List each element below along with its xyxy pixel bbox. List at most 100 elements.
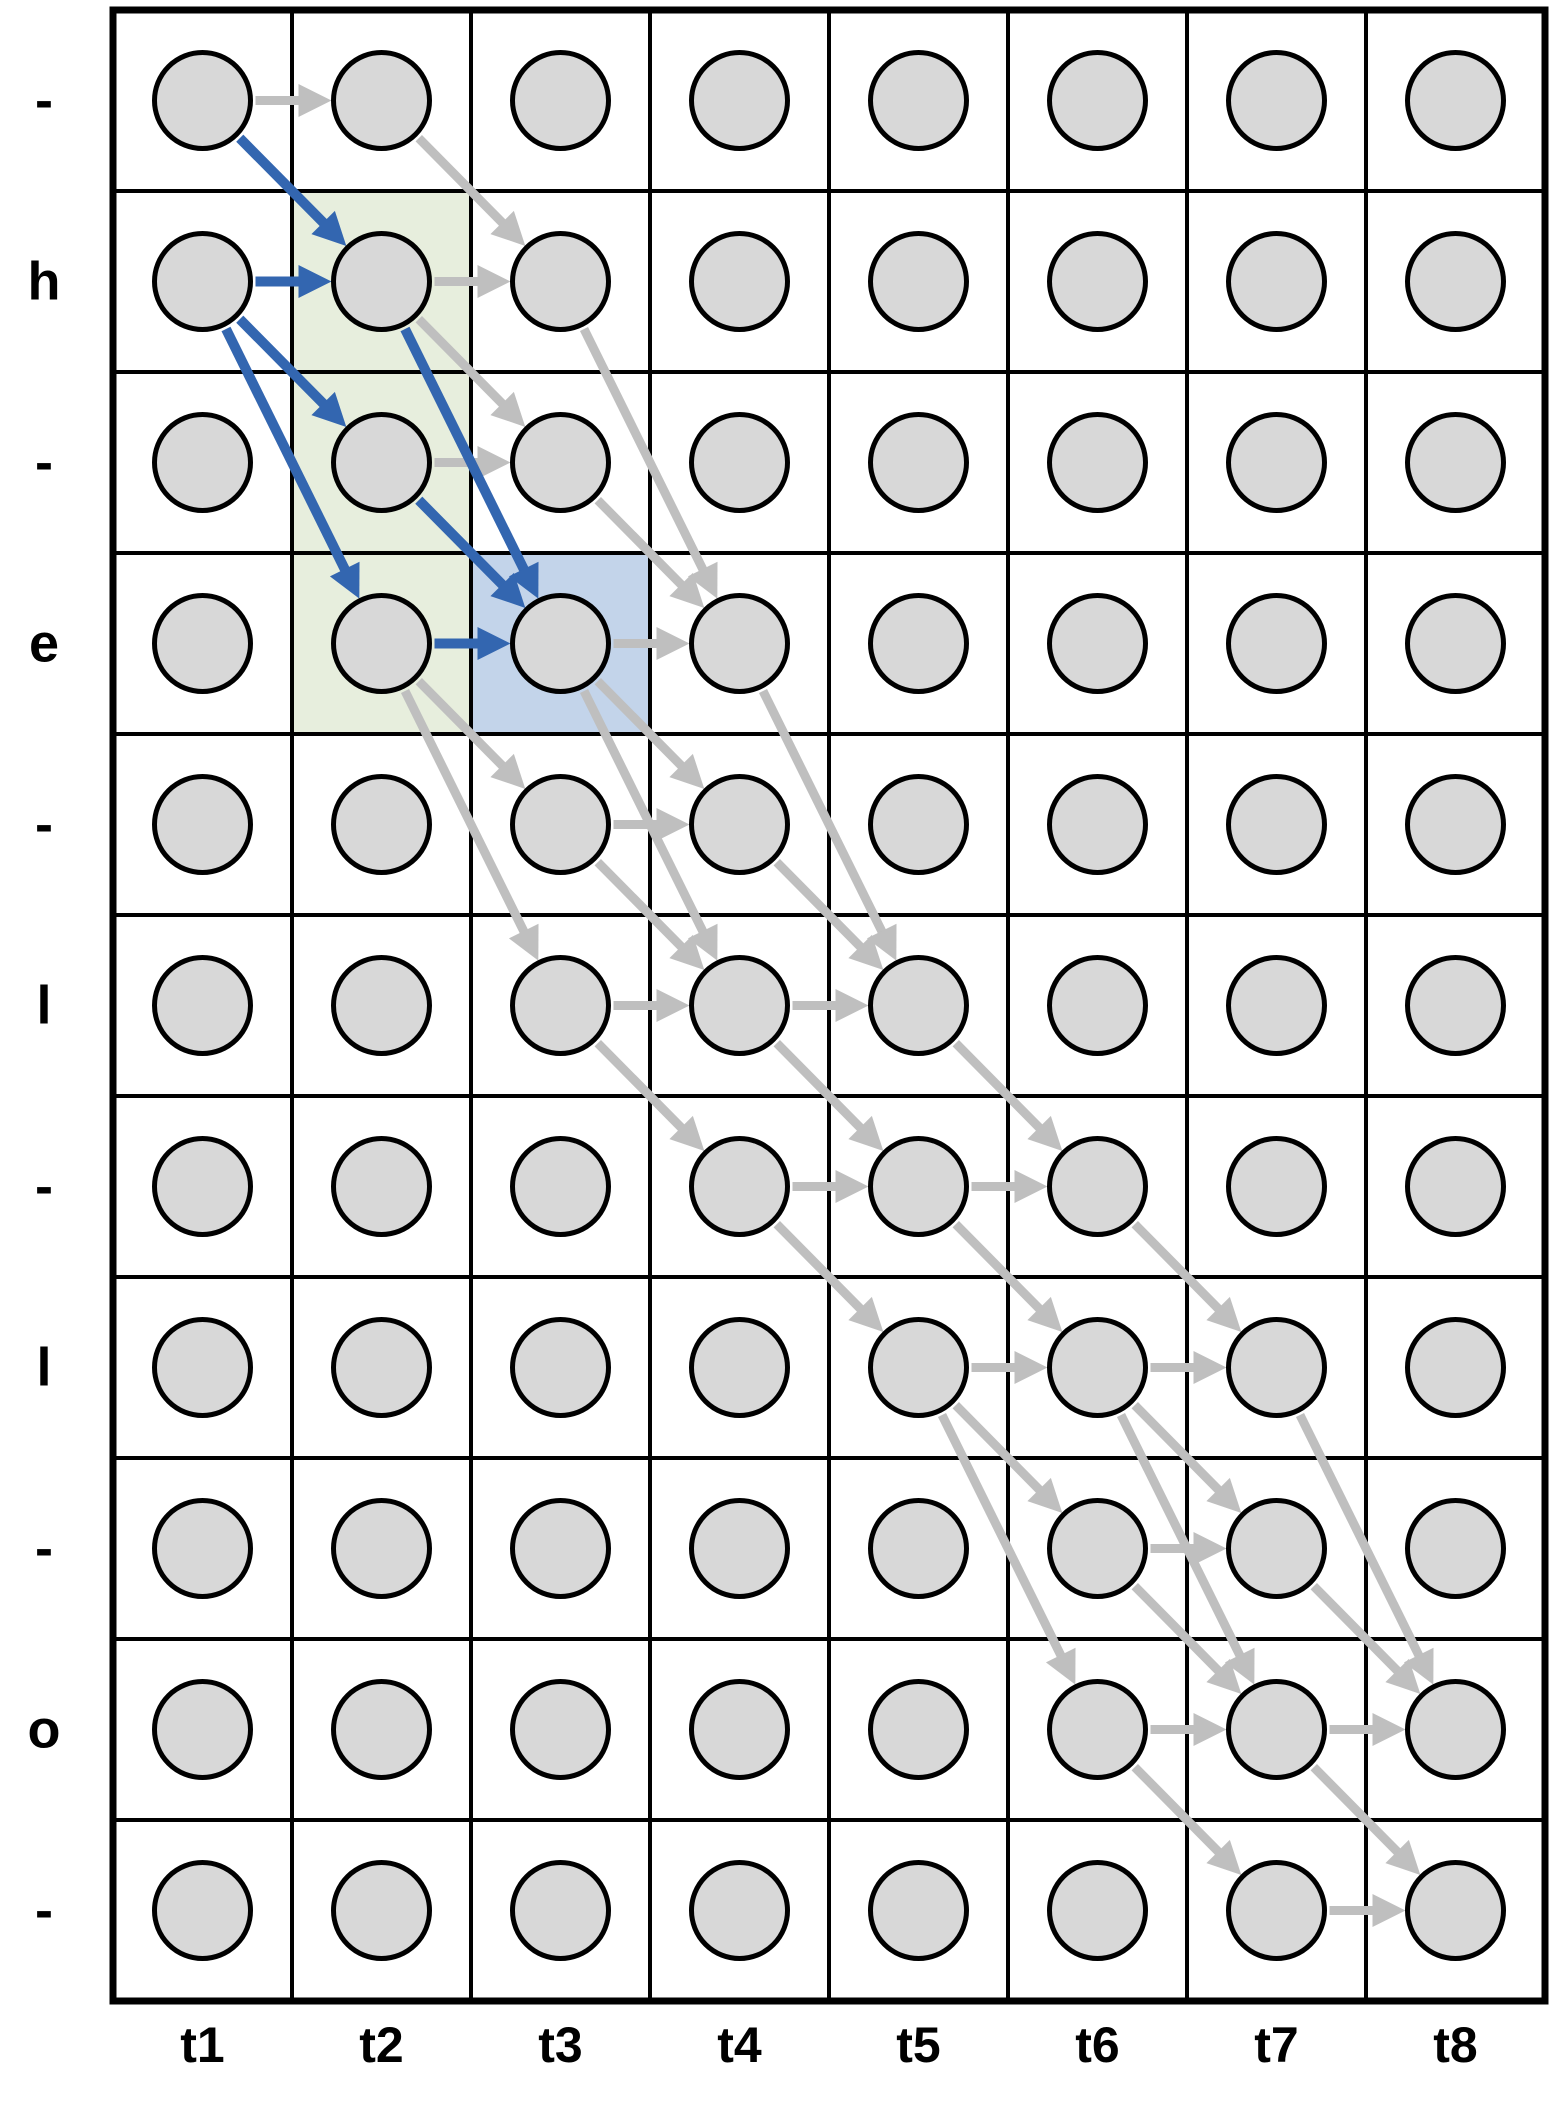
transition-arrow-gray-shaft <box>415 316 507 409</box>
lattice-node <box>510 593 611 694</box>
transition-arrow-gray-head <box>669 753 705 789</box>
lattice-node <box>1226 774 1327 875</box>
lattice-node <box>331 50 432 151</box>
transition-arrow-gray-shaft <box>952 1221 1044 1314</box>
lattice-node <box>689 774 790 875</box>
transition-arrow-gray-shaft <box>594 1040 686 1133</box>
lattice-node <box>1047 1136 1148 1237</box>
transition-arrow-gray-head <box>490 391 526 427</box>
lattice-node <box>331 593 432 694</box>
lattice-node <box>331 1136 432 1237</box>
transition-arrow-gray-shaft <box>773 1040 865 1133</box>
transition-arrow-blue-head <box>477 627 511 660</box>
lattice-node <box>868 1317 969 1418</box>
time-label: t1 <box>180 2017 224 2073</box>
transition-arrow-gray-head <box>508 923 539 961</box>
transition-arrow-gray-head <box>848 934 884 970</box>
time-label: t4 <box>717 2017 762 2073</box>
lattice-node <box>1226 955 1327 1056</box>
transition-arrow-gray-head <box>1027 1477 1063 1513</box>
row-label: o <box>28 1700 61 1760</box>
transition-arrow-gray-head <box>1372 1713 1406 1746</box>
transition-arrow-gray-shaft <box>594 678 686 771</box>
lattice-node <box>331 1679 432 1780</box>
lattice-node <box>510 774 611 875</box>
lattice-node <box>689 1498 790 1599</box>
transition-arrow-gray-head <box>687 561 718 599</box>
row-label: l <box>36 1338 51 1398</box>
transition-arrow-gray-head <box>1372 1894 1406 1927</box>
lattice-node <box>152 412 253 513</box>
time-label: t7 <box>1254 2017 1298 2073</box>
lattice-node <box>1047 593 1148 694</box>
transition-arrow-gray-shaft <box>952 1402 1044 1495</box>
transition-arrow-gray-head <box>1206 1296 1242 1332</box>
lattice-node <box>1405 412 1506 513</box>
transition-arrow-blue-head <box>311 391 347 427</box>
lattice-node <box>689 1860 790 1961</box>
transition-arrow-blue-head <box>329 561 360 599</box>
transition-arrow-gray-head <box>1014 1170 1048 1203</box>
transition-arrow-gray-shaft <box>579 327 708 573</box>
transition-arrow-gray-shaft <box>1295 1413 1424 1659</box>
transition-arrow-gray-head <box>490 753 526 789</box>
lattice-node <box>689 955 790 1056</box>
lattice-node <box>510 1136 611 1237</box>
label-layer: - h - e - l - l - o - t1 t2 t3 t4 t5 t6 t7 t8 <box>28 71 1478 2074</box>
transition-arrow-gray-head <box>835 989 869 1022</box>
transition-arrow-blue-shaft <box>415 496 508 590</box>
transition-arrow-blue-shaft <box>221 326 351 574</box>
transition-arrow-gray-shaft <box>415 135 507 228</box>
transition-arrow-gray-head <box>1403 1647 1434 1685</box>
lattice-node <box>152 955 253 1056</box>
lattice-node <box>868 1679 969 1780</box>
transition-arrow-gray-head <box>1385 1839 1421 1875</box>
transition-arrow-blue-head <box>490 572 526 608</box>
transition-arrow-gray-shaft <box>1131 1583 1223 1676</box>
time-label: t5 <box>896 2017 940 2073</box>
lattice-node <box>689 412 790 513</box>
row-label: e <box>29 614 59 674</box>
transition-arrow-gray-head <box>848 1296 884 1332</box>
lattice-node <box>331 412 432 513</box>
transition-arrow-gray-head <box>1014 1351 1048 1384</box>
grid-border <box>109 6 1549 2005</box>
row-label: - <box>35 1157 53 1217</box>
transition-arrow-gray-head <box>687 923 718 961</box>
row-label: h <box>28 252 61 312</box>
transition-arrow-gray-shaft <box>1116 1413 1245 1659</box>
time-label: t8 <box>1433 2017 1477 2073</box>
transition-arrow-gray-shaft <box>758 689 887 935</box>
lattice-node <box>510 1679 611 1780</box>
transition-arrow-gray-head <box>866 923 897 961</box>
lattice-node <box>331 231 432 332</box>
transition-arrow-blue-head <box>508 561 539 599</box>
lattice-node <box>1047 231 1148 332</box>
transition-arrow-blue-head <box>311 210 347 246</box>
lattice-node <box>152 50 253 151</box>
transition-arrow-gray-head <box>656 989 690 1022</box>
lattice-node <box>510 231 611 332</box>
transition-arrow-gray-head <box>1045 1647 1076 1685</box>
lattice-node <box>331 1317 432 1418</box>
node-layer <box>152 50 1506 1961</box>
row-label: - <box>35 1519 53 1579</box>
lattice-node <box>1226 1136 1327 1237</box>
lattice-node <box>510 1317 611 1418</box>
lattice-node <box>1226 1317 1327 1418</box>
lattice-node <box>1047 50 1148 151</box>
lattice-node <box>152 1136 253 1237</box>
lattice-node <box>868 593 969 694</box>
lattice-node <box>1047 774 1148 875</box>
transition-arrow-gray-shaft <box>1310 1583 1402 1676</box>
lattice-node <box>1405 1860 1506 1961</box>
lattice-node <box>152 1498 253 1599</box>
lattice-node <box>689 50 790 151</box>
lattice-node <box>868 1136 969 1237</box>
transition-arrow-gray-shaft <box>400 689 529 935</box>
transition-arrow-gray-shaft <box>1131 1221 1223 1314</box>
lattice-node <box>1405 50 1506 151</box>
transition-arrow-gray-head <box>1193 1713 1227 1746</box>
lattice-node <box>1047 1498 1148 1599</box>
